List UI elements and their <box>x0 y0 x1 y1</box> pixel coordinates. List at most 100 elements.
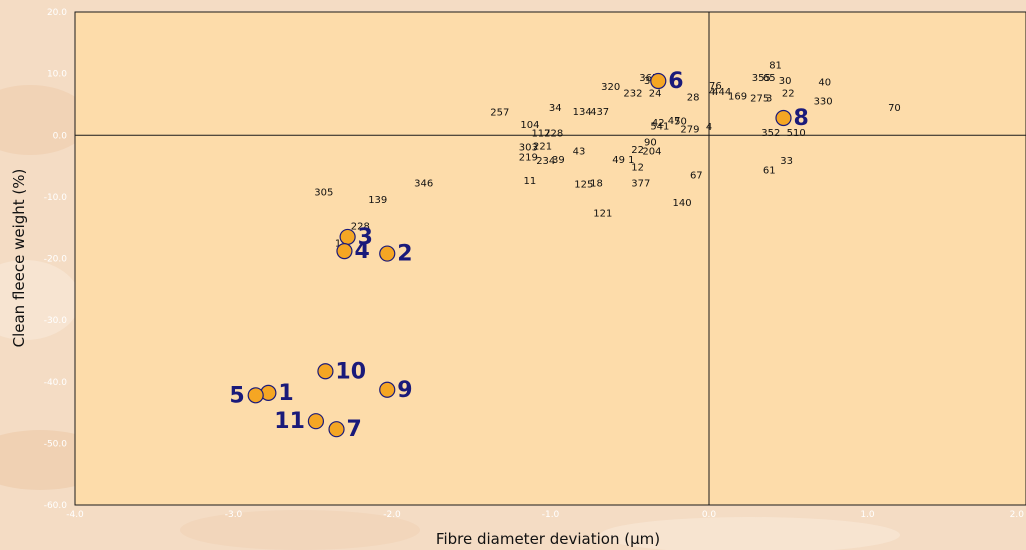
point-label: 3 <box>766 93 772 104</box>
x-axis-title: Fibre diameter deviation (µm) <box>436 530 660 548</box>
point-label: 67 <box>690 170 703 181</box>
point-label: 169 <box>728 91 747 102</box>
point-label: 50 <box>674 117 687 128</box>
point-label: 510 <box>787 128 806 139</box>
point-label: 76 <box>709 81 722 92</box>
point-marker <box>247 387 264 404</box>
highlighted-point: 3 <box>339 225 373 250</box>
highlighted-point: 7 <box>328 417 362 442</box>
point-label: 22 <box>782 88 795 99</box>
point-label: 257 <box>490 107 509 118</box>
point-label: 204 <box>642 146 661 157</box>
point-label: 320 <box>601 82 620 93</box>
point-label: 65 <box>763 73 776 84</box>
point-label: 352 <box>761 128 780 139</box>
highlighted-point-label: 5 <box>229 383 244 408</box>
highlighted-point-label: 9 <box>397 378 412 403</box>
y-tick-label: -50.0 <box>44 439 68 449</box>
reference-lines <box>75 12 1026 505</box>
point-label: 40 <box>818 77 831 88</box>
x-tick-label: -2.0 <box>383 510 401 520</box>
highlighted-point: 2 <box>379 242 413 267</box>
point-label: 11 <box>524 176 537 187</box>
y-tick-label: 0.0 <box>53 131 68 141</box>
point-marker <box>650 72 667 90</box>
point-label: 541 <box>650 122 669 133</box>
point-label: 4 <box>709 87 715 98</box>
x-axis-ticks: -4.0 -3.0 -2.0 -1.0 0.0 1.0 2.0 <box>66 510 1024 520</box>
y-tick-label: -40.0 <box>44 378 68 388</box>
highlighted-point-label: 8 <box>793 106 808 131</box>
point-label: 34 <box>549 103 562 114</box>
y-axis-ticks: 20.0 10.0 0.0 -10.0 -20.0 -30.0 -40.0 -50.0 -60.… <box>44 8 68 511</box>
highlighted-point-label: 4 <box>354 239 369 264</box>
highlighted-point-label: 6 <box>668 69 683 94</box>
point-marker <box>307 413 325 430</box>
point-label: 70 <box>888 103 901 114</box>
highlighted-point: 8 <box>775 106 809 131</box>
point-marker <box>379 381 396 398</box>
point-label: 346 <box>414 178 433 189</box>
point-marker <box>379 245 396 262</box>
point-label: 104 <box>520 120 539 131</box>
point-label: 219 <box>519 152 538 163</box>
y-tick-label: 10.0 <box>47 70 67 80</box>
x-tick-label: 2.0 <box>1010 510 1025 520</box>
highlighted-point-label: 3 <box>358 225 373 250</box>
point-marker <box>775 109 792 127</box>
point-label: 221 <box>533 141 552 152</box>
y-tick-label: 20.0 <box>47 8 67 18</box>
y-tick-label: -20.0 <box>44 255 68 265</box>
point-label: 377 <box>631 178 650 189</box>
point-label: 355 <box>752 73 771 84</box>
highlighted-point-label: 10 <box>335 359 366 384</box>
point-label: 444 <box>712 87 731 98</box>
point-label: 18 <box>590 178 603 189</box>
point-label: 43 <box>573 146 586 157</box>
point-label: 228 <box>351 221 370 232</box>
point-label: 303 <box>519 143 538 154</box>
point-marker <box>317 363 334 380</box>
point-label: 279 <box>680 125 699 136</box>
point-label: 139 <box>368 195 387 206</box>
highlighted-point: 11 <box>274 409 325 434</box>
highlighted-point-label: 2 <box>397 242 412 267</box>
point-label: 22 <box>631 145 644 156</box>
x-tick-label: -3.0 <box>225 510 243 520</box>
point-label: 125 <box>574 180 593 191</box>
plot-area <box>74 11 1026 506</box>
y-tick-label: -60.0 <box>44 501 68 511</box>
point-marker <box>339 228 356 246</box>
point-label: 90 <box>644 138 657 149</box>
x-tick-label: 0.0 <box>702 510 717 520</box>
point-label: 4 <box>706 122 712 133</box>
y-tick-label: -10.0 <box>44 193 68 203</box>
point-label: 232 <box>623 88 642 99</box>
point-label: 42 <box>652 118 665 129</box>
point-label: 47 <box>668 116 681 127</box>
point-label: 39 <box>552 155 565 166</box>
point-marker <box>336 243 353 260</box>
point-label: 140 <box>673 198 692 209</box>
highlighted-point: 9 <box>379 378 413 403</box>
point-marker <box>328 421 345 438</box>
highlighted-point-label: 11 <box>274 409 305 434</box>
x-tick-label: -4.0 <box>66 510 84 520</box>
point-label: 117 <box>531 128 550 139</box>
point-label: 49 <box>612 155 625 166</box>
point-label: 24 <box>649 88 662 99</box>
point-label: 305 <box>314 188 333 199</box>
point-label: 275 <box>750 93 769 104</box>
highlighted-point: 10 <box>317 359 366 384</box>
x-tick-label: -1.0 <box>542 510 560 520</box>
point-label: 234 <box>536 156 555 167</box>
point-label: 81 <box>769 61 782 72</box>
highlighted-point: 5 <box>229 383 264 408</box>
point-label: 437 <box>590 107 609 118</box>
point-label: 228 <box>544 128 563 139</box>
highlighted-point-label: 1 <box>278 381 293 406</box>
point-label: 121 <box>593 209 612 220</box>
point-label: 30 <box>779 76 792 87</box>
